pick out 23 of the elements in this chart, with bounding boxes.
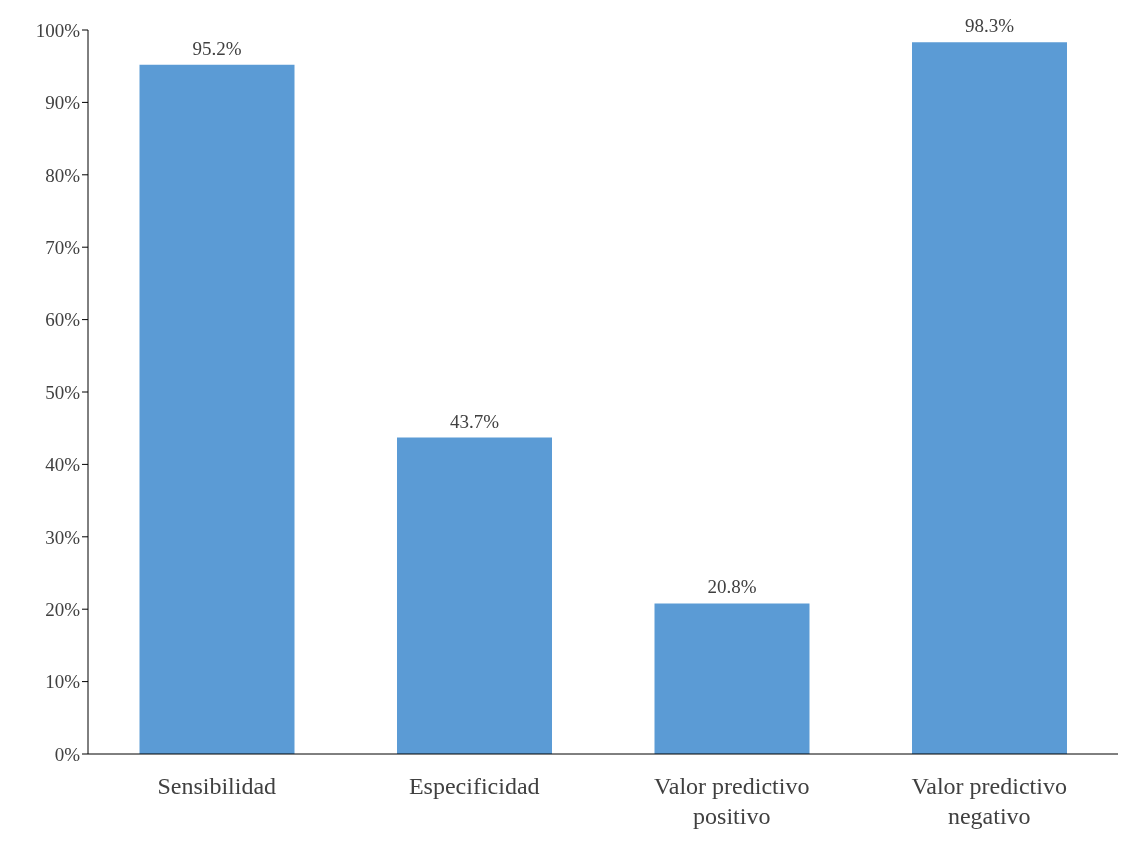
data-label: 43.7% [449,410,500,432]
x-tick-label: Valor predictivo negativo [911,773,1067,829]
y-tick-label: 10% [45,671,81,693]
data-label: 20.8% [707,576,757,598]
y-tick-label: 20% [45,598,81,620]
x-tick-label: Valor predictivo positivo [654,773,810,829]
data-label: 95.2% [192,37,242,59]
y-tick-label: 80% [45,164,81,186]
y-tick-label: 100% [35,19,81,41]
bar [397,437,552,754]
y-tick-label: 30% [45,526,81,548]
bar [912,42,1067,754]
y-tick-label: 40% [45,454,81,476]
bar [654,603,810,754]
x-tick-label: Sensibilidad [157,773,277,799]
y-tick-label: 0% [54,743,81,765]
y-tick-label: 50% [45,381,81,403]
y-tick-label: 70% [45,236,81,258]
bar [139,64,295,754]
x-tick-label: Especificidad [408,773,540,799]
y-tick-label: 90% [45,92,81,114]
y-tick-label: 60% [45,309,81,331]
data-label: 98.3% [964,15,1015,37]
